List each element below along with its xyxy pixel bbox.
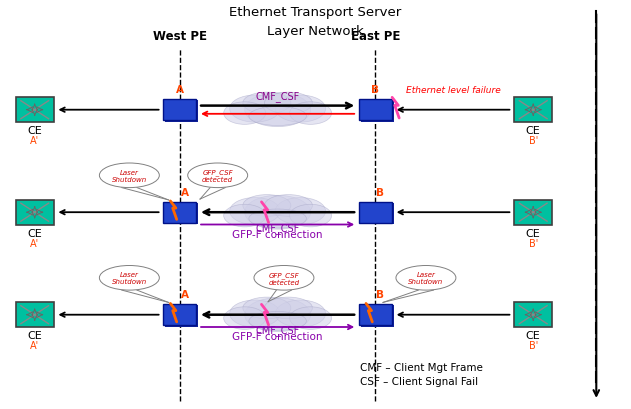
Text: CE: CE [27, 228, 42, 238]
Ellipse shape [223, 205, 266, 227]
Ellipse shape [243, 93, 291, 115]
FancyBboxPatch shape [359, 202, 392, 223]
FancyBboxPatch shape [165, 101, 198, 122]
Ellipse shape [275, 96, 326, 123]
Text: GFP_CSF
detected: GFP_CSF detected [202, 169, 233, 183]
FancyBboxPatch shape [359, 304, 392, 326]
Text: CE: CE [526, 228, 541, 238]
Text: West PE: West PE [153, 30, 207, 43]
Text: A': A' [30, 340, 39, 351]
FancyBboxPatch shape [163, 304, 196, 326]
Text: CMF_CSF: CMF_CSF [256, 324, 300, 335]
FancyBboxPatch shape [361, 101, 394, 122]
FancyBboxPatch shape [165, 203, 198, 225]
Text: CMF_CSF: CMF_CSF [256, 222, 300, 233]
Ellipse shape [290, 103, 332, 125]
Text: Laser
Shutdown: Laser Shutdown [408, 272, 444, 285]
Ellipse shape [249, 107, 307, 126]
Ellipse shape [230, 198, 280, 225]
Text: Laser
Shutdown: Laser Shutdown [112, 272, 147, 285]
FancyBboxPatch shape [16, 200, 54, 225]
Ellipse shape [99, 164, 159, 188]
Text: CE: CE [27, 330, 42, 341]
Text: A: A [181, 187, 189, 197]
Text: CE: CE [526, 330, 541, 341]
Text: CE: CE [27, 126, 42, 136]
Ellipse shape [223, 307, 266, 330]
Ellipse shape [245, 94, 310, 127]
FancyBboxPatch shape [359, 100, 392, 121]
Text: East PE: East PE [351, 30, 400, 43]
Ellipse shape [99, 266, 159, 290]
Ellipse shape [245, 298, 310, 332]
Text: A: A [181, 289, 189, 299]
Text: CE: CE [526, 126, 541, 136]
Text: B: B [377, 289, 384, 299]
Ellipse shape [264, 195, 312, 217]
Text: B': B' [529, 136, 538, 146]
FancyBboxPatch shape [361, 203, 394, 225]
FancyBboxPatch shape [514, 303, 552, 327]
Ellipse shape [249, 312, 307, 330]
Text: Laser
Shutdown: Laser Shutdown [112, 169, 147, 182]
FancyBboxPatch shape [165, 306, 198, 327]
Ellipse shape [249, 209, 307, 228]
Ellipse shape [290, 205, 332, 227]
Text: A: A [176, 85, 184, 95]
Text: GFP-F connection: GFP-F connection [232, 331, 323, 342]
Text: B': B' [529, 238, 538, 248]
FancyBboxPatch shape [163, 202, 196, 223]
Text: Layer Network: Layer Network [267, 25, 364, 38]
Ellipse shape [230, 96, 280, 123]
Text: B: B [377, 187, 384, 197]
Text: CMF_CSF: CMF_CSF [256, 91, 300, 102]
Ellipse shape [243, 297, 291, 319]
FancyBboxPatch shape [514, 200, 552, 225]
Ellipse shape [245, 196, 310, 229]
FancyBboxPatch shape [361, 306, 394, 327]
Text: CMF – Client Mgt Frame: CMF – Client Mgt Frame [360, 362, 483, 372]
Text: GFP_CSF
detected: GFP_CSF detected [268, 271, 300, 285]
Ellipse shape [275, 198, 326, 225]
Ellipse shape [290, 307, 332, 330]
Text: GFP-F connection: GFP-F connection [232, 229, 323, 239]
Text: Ethernet Transport Server: Ethernet Transport Server [230, 6, 401, 19]
FancyBboxPatch shape [514, 98, 552, 123]
Text: A': A' [30, 136, 39, 146]
Ellipse shape [396, 266, 456, 290]
Text: Ethernet level failure: Ethernet level failure [406, 86, 500, 95]
Ellipse shape [264, 93, 312, 115]
Ellipse shape [264, 297, 312, 319]
Text: CSF – Client Signal Fail: CSF – Client Signal Fail [360, 376, 478, 387]
Ellipse shape [230, 300, 280, 327]
Text: A': A' [30, 238, 39, 248]
Ellipse shape [188, 164, 247, 188]
Ellipse shape [275, 300, 326, 327]
FancyBboxPatch shape [163, 100, 196, 121]
Text: B': B' [529, 340, 538, 351]
Ellipse shape [243, 195, 291, 217]
FancyBboxPatch shape [16, 98, 54, 123]
Text: B: B [372, 85, 379, 95]
Ellipse shape [223, 103, 266, 125]
FancyBboxPatch shape [16, 303, 54, 327]
Ellipse shape [254, 266, 314, 290]
